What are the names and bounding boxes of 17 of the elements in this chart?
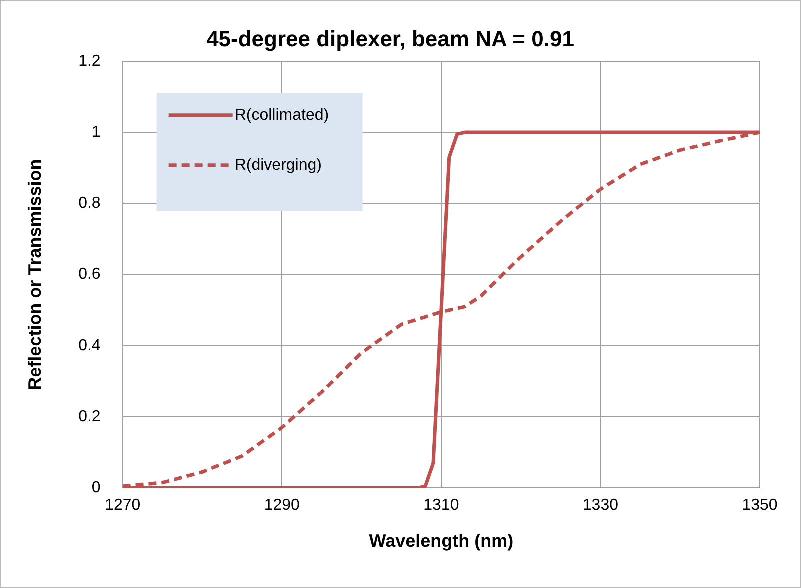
x-tick-label: 1270	[105, 497, 141, 514]
y-tick-label: 0.8	[78, 195, 101, 212]
x-axis-title: Wavelength (nm)	[369, 531, 514, 552]
x-tick-label: 1290	[264, 497, 300, 514]
x-tick-label: 1330	[582, 497, 619, 514]
x-tick-label: 1350	[742, 497, 778, 514]
y-tick-label: 0.6	[78, 266, 101, 284]
y-tick-label: 0.2	[78, 408, 101, 426]
y-axis-title: Reflection or Transmission	[24, 159, 45, 390]
legend-label: R(diverging)	[234, 156, 322, 174]
y-tick-label: 1.2	[78, 52, 101, 70]
y-tick-label: 0	[92, 480, 101, 497]
x-tick-label: 1310	[424, 497, 460, 514]
y-tick-label: 1	[92, 124, 101, 141]
legend-label: R(collimated)	[234, 106, 330, 124]
y-tick-label: 0.4	[78, 337, 101, 354]
chart-title: 45-degree diplexer, beam NA = 0.91	[206, 26, 574, 52]
